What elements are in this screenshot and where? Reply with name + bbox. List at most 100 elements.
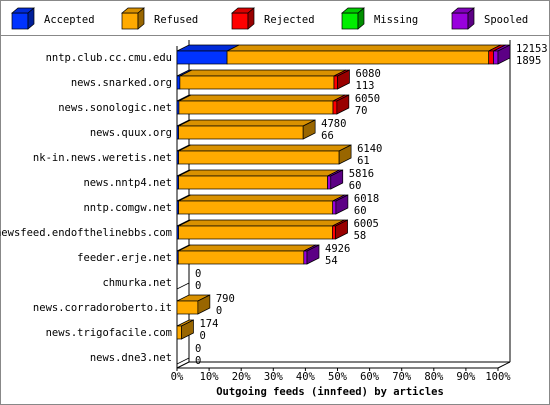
legend-swatch xyxy=(341,12,359,30)
legend-label: Accepted xyxy=(44,14,95,26)
offered-label: 790 xyxy=(216,293,235,305)
legend-swatch-side xyxy=(137,7,145,30)
accepted-label: 1895 xyxy=(516,55,541,67)
bar-side xyxy=(338,144,352,165)
bar-segment xyxy=(178,225,333,240)
bar-segment xyxy=(179,75,335,90)
bar-segment xyxy=(176,325,182,340)
x-tick-label: 50% xyxy=(328,371,348,383)
offered-label: 6140 xyxy=(357,143,382,155)
legend-swatch xyxy=(231,12,249,30)
x-tick-label: 100% xyxy=(485,371,511,383)
legend-swatch xyxy=(451,12,469,30)
category-label: chmurka.net xyxy=(102,277,172,289)
axis-corner xyxy=(497,361,511,369)
legend-label: Rejected xyxy=(264,14,315,26)
bar-side xyxy=(306,244,320,265)
category-label: news.quux.org xyxy=(90,127,172,139)
bar-side xyxy=(337,69,350,90)
category-label: newsfeed.endofthelinebbs.com xyxy=(0,227,172,239)
bar-top xyxy=(178,244,316,252)
accepted-label: 0 xyxy=(195,355,201,367)
bar-top xyxy=(178,219,345,227)
x-tick-label: 20% xyxy=(232,371,252,383)
offered-label: 0 xyxy=(195,343,201,355)
legend-label: Spooled xyxy=(484,14,528,26)
accepted-label: 60 xyxy=(349,180,362,192)
bar-segment xyxy=(488,50,494,65)
category-label: news.corradoroberto.it xyxy=(33,302,172,314)
offered-label: 12153 xyxy=(516,43,548,55)
accepted-label: 0 xyxy=(216,305,222,317)
row-diagonal xyxy=(176,357,190,365)
bar-side xyxy=(335,194,349,215)
accepted-label: 60 xyxy=(354,205,367,217)
offered-label: 4780 xyxy=(321,118,346,130)
offered-label: 0 xyxy=(195,268,201,280)
bar-segment xyxy=(176,50,228,65)
legend-swatch xyxy=(11,12,29,30)
bar-segment xyxy=(303,250,308,265)
bar-segment xyxy=(332,100,338,115)
bar-side xyxy=(330,169,344,190)
bar-top xyxy=(178,169,340,177)
legend-swatch-side xyxy=(467,7,475,30)
bar-side xyxy=(497,44,511,65)
x-tick-label: 80% xyxy=(424,371,444,383)
category-label: news.snarked.org xyxy=(71,77,172,89)
bar-top xyxy=(178,144,352,152)
accepted-label: 61 xyxy=(357,155,370,167)
bar-side xyxy=(336,94,350,115)
bar-segment xyxy=(327,175,332,190)
bar-segment xyxy=(178,125,304,140)
bar-top xyxy=(178,194,345,202)
x-tick-label: 90% xyxy=(456,371,476,383)
legend-swatch xyxy=(121,12,139,30)
bar-top xyxy=(178,119,316,127)
bar-top xyxy=(226,44,501,52)
offered-label: 4926 xyxy=(325,243,350,255)
bar-segment xyxy=(493,50,499,65)
bar-segment xyxy=(178,175,328,190)
legend-label: Missing xyxy=(374,14,418,26)
bar-segment xyxy=(178,100,334,115)
accepted-label: 113 xyxy=(356,80,375,92)
category-label: news.dne3.net xyxy=(90,352,172,364)
bar-segment xyxy=(332,200,337,215)
bar-side xyxy=(197,294,211,315)
category-label: feeder.erje.net xyxy=(77,252,172,264)
x-tick-label: 10% xyxy=(200,371,220,383)
offered-label: 6050 xyxy=(355,93,380,105)
bar-segment xyxy=(333,75,338,90)
bar-segment xyxy=(176,300,199,315)
x-tick-label: 30% xyxy=(264,371,284,383)
bar-top xyxy=(178,94,346,102)
legend-swatch-side xyxy=(357,7,365,30)
category-label: nntp.comgw.net xyxy=(83,202,172,214)
x-tick-label: 70% xyxy=(392,371,412,383)
bar-segment xyxy=(178,150,340,165)
accepted-label: 58 xyxy=(354,230,367,242)
legend-swatch-side xyxy=(247,7,255,30)
x-tick-label: 60% xyxy=(360,371,380,383)
bar-side xyxy=(335,219,348,240)
accepted-label: 66 xyxy=(321,130,334,142)
x-tick-label: 0% xyxy=(171,371,184,383)
bar-segment xyxy=(332,225,336,240)
x-tick-label: 40% xyxy=(296,371,316,383)
offered-label: 174 xyxy=(199,318,218,330)
offered-label: 5816 xyxy=(349,168,374,180)
legend-swatch-side xyxy=(27,7,35,30)
offered-label: 6018 xyxy=(354,193,379,205)
accepted-label: 0 xyxy=(199,330,205,342)
accepted-label: 70 xyxy=(355,105,368,117)
bar-segment xyxy=(226,50,490,65)
category-label: news.sonologic.net xyxy=(58,102,172,114)
category-label: news.trigofacile.com xyxy=(46,327,172,339)
offered-label: 6005 xyxy=(354,218,379,230)
bar-segment xyxy=(176,75,181,90)
offered-label: 6080 xyxy=(356,68,381,80)
category-label: news.nntp4.net xyxy=(83,177,172,189)
accepted-label: 54 xyxy=(325,255,338,267)
